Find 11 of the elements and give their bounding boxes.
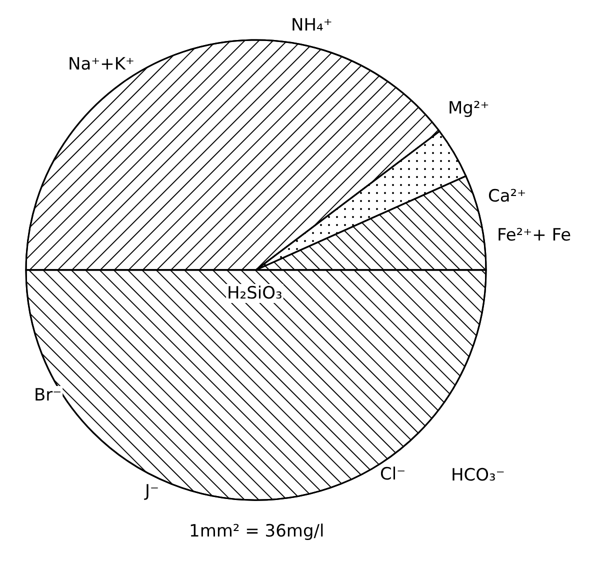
- text: Fe²⁺+ Fe: [497, 226, 572, 246]
- text: 1mm² = 36mg/l: [189, 522, 324, 542]
- text: NH₄⁺: [291, 16, 332, 36]
- text: H₂SiO₃: [227, 284, 282, 304]
- slice-label: Cl⁻: [380, 464, 406, 484]
- text: J⁻: [144, 482, 159, 502]
- slice-label: Na⁺+K⁺: [68, 54, 134, 74]
- text: HCO₃⁻: [451, 466, 505, 486]
- slice-label: Mg²⁺: [448, 98, 490, 118]
- slice-label: Ca²⁺: [488, 186, 526, 206]
- text: Br⁻: [34, 386, 62, 406]
